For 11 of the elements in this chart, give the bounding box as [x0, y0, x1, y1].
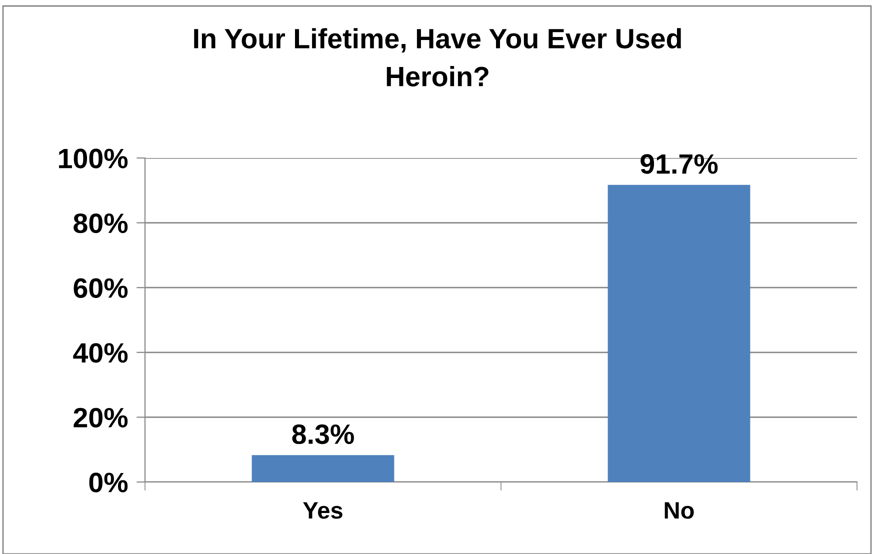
- y-tick-label: 100%: [59, 148, 128, 168]
- y-tick-label: 60%: [74, 278, 128, 298]
- data-label: 8.3%: [292, 424, 354, 444]
- chart-title: In Your Lifetime, Have You Ever Used Heroin?: [194, 28, 681, 86]
- y-tick-label: 80%: [74, 213, 128, 234]
- y-tick-label: 20%: [74, 408, 128, 428]
- data-label: 91.7%: [640, 154, 718, 174]
- x-tick-label: No: [664, 502, 694, 519]
- y-tick-label: 40%: [73, 343, 128, 363]
- y-tick-label: 0%: [89, 472, 128, 492]
- x-tick-label: Yes: [303, 502, 342, 519]
